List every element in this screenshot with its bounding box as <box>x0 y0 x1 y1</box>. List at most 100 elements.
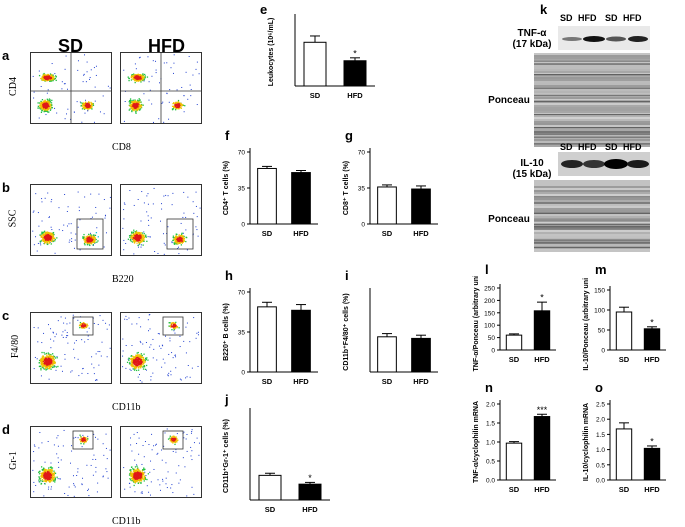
ponceau-stripe <box>534 101 650 103</box>
x-category-label: SD <box>509 485 520 494</box>
tnf-blot-bands <box>562 36 648 42</box>
blot-lane-label: SD <box>560 142 573 152</box>
ponceau-stripe <box>534 224 650 226</box>
ponceau-band <box>534 113 650 116</box>
ponceau-stripe <box>534 115 650 117</box>
x-category-label: SD <box>382 377 393 386</box>
y-tick-label: 0 <box>491 348 495 355</box>
bar-sd <box>615 311 633 351</box>
ponceau-stripe <box>534 91 650 93</box>
ponceau-stripe <box>534 194 650 196</box>
blot-band <box>583 36 605 42</box>
bar-hfd <box>533 310 551 351</box>
bar-chart-m: 0 50 100 150 IL-10/Ponceau (arbitrary units)… <box>583 278 666 371</box>
flow-scatter <box>32 191 111 254</box>
ponceau-band <box>534 143 650 145</box>
y-axis-label: IL-10/cyclophilin mRNA <box>583 403 590 481</box>
ponceau-band <box>534 87 650 89</box>
ponceau-stripe <box>534 246 650 248</box>
y-tick-label: 0.5 <box>486 459 495 466</box>
ponceau-stripe <box>534 71 650 73</box>
y-tick-label: 0 <box>361 222 365 229</box>
bar-sd <box>615 428 633 481</box>
ponceau-stripe <box>534 234 650 236</box>
y-axis-label: CD11b⁺Gr-1⁺ cells (%) <box>223 419 230 493</box>
ponceau-stripe <box>534 105 650 107</box>
ponceau-stripe <box>534 244 650 246</box>
y-tick-label: 35 <box>358 186 366 193</box>
ponceau-stripe <box>534 216 650 218</box>
ponceau-stripe <box>534 137 650 139</box>
panel-label-h: h <box>225 268 233 283</box>
x-category-label: SD <box>262 377 273 386</box>
blot-lane-label: HFD <box>578 13 597 23</box>
bar-chart-j: CD11b⁺Gr-1⁺ cells (%) SD * HFD <box>223 408 330 514</box>
ponceau-band <box>534 62 650 65</box>
bar-hfd <box>643 328 661 351</box>
tnf-blot-label-size: (17 kDa) <box>512 39 552 50</box>
y-tick-label: 50 <box>598 328 606 335</box>
ponceau-band <box>534 225 650 227</box>
bar-sd <box>303 41 327 87</box>
bar-hfd <box>411 188 431 225</box>
x-category-label: HFD <box>293 229 309 238</box>
ponceau-stripe <box>534 141 650 143</box>
ponceau-stripe <box>534 103 650 105</box>
ponceau-stripe <box>534 55 650 57</box>
bar-chart-e: Leukocytes (10⁶/mL) SD * HFD <box>268 14 375 100</box>
ponceau-band <box>534 240 650 242</box>
ponceau-stripe <box>534 218 650 220</box>
y-tick-label: 0 <box>241 222 245 229</box>
bar-chart-i: CD11b⁺F4/80⁺ cells (%) SD HFD <box>343 288 438 386</box>
ponceau-stripe <box>534 59 650 61</box>
ponceau-label-2: Ponceau <box>488 214 530 225</box>
ponceau-band <box>534 242 650 244</box>
ponceau-band <box>534 131 650 133</box>
flow-y-axis-label: Gr-1 <box>7 451 19 470</box>
ponceau-band <box>534 239 650 241</box>
ponceau-band <box>534 219 650 221</box>
y-tick-label: 1.5 <box>596 432 605 439</box>
y-tick-label: 1.5 <box>486 421 495 428</box>
significance-marker: * <box>308 473 312 483</box>
ponceau-blot-1 <box>534 53 650 147</box>
ponceau-band <box>534 196 650 198</box>
ponceau-band <box>534 60 650 62</box>
flow-scatter <box>122 187 201 255</box>
ponceau-stripe <box>534 192 650 194</box>
y-tick-label: 35 <box>238 330 246 337</box>
ponceau-label-1: Ponceau <box>488 95 530 106</box>
ponceau-stripe <box>534 57 650 59</box>
y-axis-label: CD11b⁺F4/80⁺ cells (%) <box>343 293 350 370</box>
ponceau-band <box>534 133 650 135</box>
ponceau-stripe <box>534 61 650 63</box>
ponceau-stripe <box>534 111 650 113</box>
x-category-label: SD <box>509 355 520 364</box>
ponceau-band <box>534 100 650 102</box>
il10-blot-label-size: (15 kDa) <box>512 169 552 180</box>
flow-plot-d-sd <box>30 426 112 498</box>
x-category-label: HFD <box>413 377 429 386</box>
x-category-label: HFD <box>302 505 318 514</box>
ponceau-stripe <box>534 204 650 206</box>
ponceau-band <box>534 127 650 129</box>
y-axis-label: CD8⁺ T cells (%) <box>343 161 350 215</box>
flow-plot-b-hfd <box>120 184 202 256</box>
ponceau-stripe <box>534 208 650 210</box>
panel-label-l: l <box>485 262 489 277</box>
ponceau-stripe <box>534 125 650 127</box>
significance-marker: * <box>650 436 654 446</box>
blot-band <box>628 36 648 42</box>
x-category-label: SD <box>265 505 276 514</box>
y-tick-label: 250 <box>484 286 495 293</box>
y-axis-label: IL-10/Ponceau (arbitrary units) <box>583 278 590 371</box>
bar-hfd <box>411 337 431 373</box>
ponceau-stripe <box>534 184 650 186</box>
ponceau-blot-2 <box>534 180 650 252</box>
significance-marker: *** <box>537 405 548 415</box>
panel-label-c: c <box>2 308 10 323</box>
ponceau-stripe <box>534 117 650 119</box>
y-axis-label: CD4⁺ T cells (%) <box>223 161 230 215</box>
bar-sd <box>377 336 397 373</box>
ponceau-band <box>534 74 650 76</box>
